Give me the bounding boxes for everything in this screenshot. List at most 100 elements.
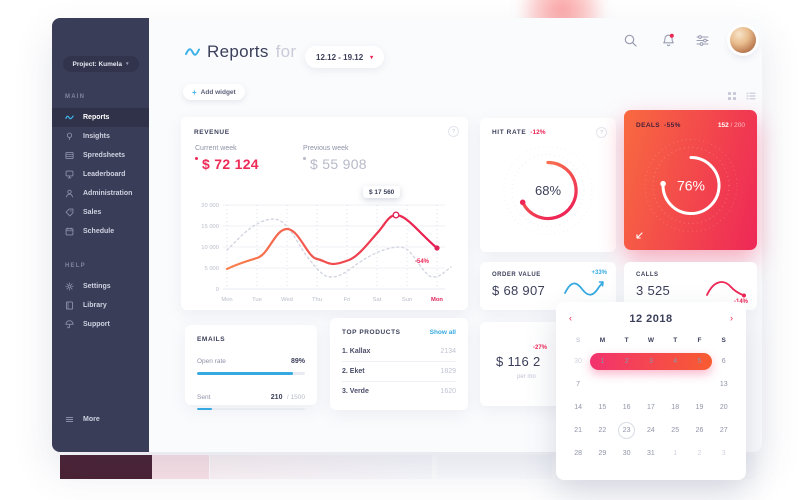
project-selector-label: Project: Kumela bbox=[72, 60, 122, 68]
calendar-day[interactable]: 6 bbox=[721, 358, 726, 365]
filters-sliders-icon[interactable] bbox=[695, 33, 710, 48]
calendar-day[interactable]: 13 bbox=[719, 381, 728, 388]
calendar-day[interactable]: 2 bbox=[697, 450, 702, 457]
product-name: 1. Kallax bbox=[342, 348, 371, 355]
calendar-day[interactable]: 31 bbox=[647, 450, 655, 457]
calendar-day[interactable]: 15 bbox=[598, 404, 607, 411]
calendar-day[interactable]: 16 bbox=[622, 404, 631, 411]
chevron-down-icon: ▾ bbox=[370, 54, 374, 61]
calendar-day[interactable]: 1 bbox=[673, 450, 678, 457]
search-icon[interactable] bbox=[623, 33, 638, 48]
sidebar-item-spredsheets[interactable]: Spredsheets bbox=[52, 146, 149, 165]
notifications-bell-icon[interactable] bbox=[661, 33, 676, 48]
calendar-weekday: M bbox=[599, 337, 606, 344]
calendar-day[interactable]: 10 bbox=[647, 381, 655, 388]
grid-view-icon[interactable] bbox=[727, 91, 737, 101]
calendar-day[interactable]: 19 bbox=[695, 404, 704, 411]
monthly-caption: per mo bbox=[517, 374, 536, 380]
calendar-day[interactable]: 29 bbox=[598, 450, 607, 457]
calendar-day[interactable]: 30 bbox=[622, 450, 631, 457]
plus-icon: + bbox=[192, 87, 197, 97]
calendar-day[interactable]: 21 bbox=[574, 427, 583, 434]
calendar-day[interactable]: 3 bbox=[648, 358, 653, 365]
reflection-swatch-maroon bbox=[60, 455, 152, 479]
order-value-title: ORDER VALUE bbox=[492, 272, 541, 278]
nav-section-label: HELP bbox=[65, 263, 86, 269]
calendar-day[interactable]: 24 bbox=[647, 427, 655, 434]
sidebar-item-label: Spredsheets bbox=[83, 152, 126, 159]
calendar-day[interactable]: 22 bbox=[598, 427, 607, 434]
calls-title: CALLS bbox=[636, 272, 659, 278]
calendar-day[interactable]: 9 bbox=[624, 381, 629, 388]
calendar-day[interactable]: 18 bbox=[671, 404, 680, 411]
previous-week-label: Previous week bbox=[303, 145, 349, 152]
sidebar-item-leaderboard[interactable]: Leaderboard bbox=[52, 165, 149, 184]
order-value-widget: ORDER VALUE $ 68 907 +33% bbox=[480, 262, 616, 310]
sidebar-item-label: Insights bbox=[83, 133, 110, 140]
project-selector[interactable]: Project: Kumela ▾ bbox=[62, 56, 139, 72]
calendar-day[interactable]: 27 bbox=[719, 427, 728, 434]
reflection-swatch-white bbox=[437, 455, 552, 479]
calendar-day[interactable]: 26 bbox=[695, 427, 704, 434]
page-title: Reports for bbox=[185, 42, 296, 62]
calendar-day[interactable]: 4 bbox=[673, 358, 678, 365]
product-row[interactable]: 1. Kallax 2134 bbox=[342, 342, 456, 362]
calendar-weekday: W bbox=[647, 337, 654, 344]
calendar-day[interactable]: 3 bbox=[721, 450, 726, 457]
show-all-link[interactable]: Show all bbox=[429, 329, 456, 336]
sidebar-item-sales[interactable]: Sales bbox=[52, 203, 149, 222]
revenue-previous-week: Previous week $ 55 908 bbox=[303, 145, 367, 172]
calendar-popup: ‹ 12 2018 › S M T W T F S 30 1 2 3 4 5 6 7 8 9 10 11 12 13 14… bbox=[556, 302, 746, 480]
calendar-day[interactable]: 2 bbox=[624, 358, 629, 365]
date-range-picker[interactable]: 12.12 - 19.12 ▾ bbox=[305, 46, 385, 68]
calendar-day[interactable]: 17 bbox=[647, 404, 655, 411]
previous-week-value: $ 55 908 bbox=[303, 156, 367, 172]
calendar-day[interactable]: 11 bbox=[671, 381, 679, 388]
user-avatar[interactable] bbox=[730, 27, 756, 53]
calendar-next-icon[interactable]: › bbox=[730, 313, 733, 323]
calendar-grid: S M T W T F S 30 1 2 3 4 5 6 7 8 9 10 11 12 13 14 15 16 17 18 19 20… bbox=[566, 332, 736, 465]
sidebar-item-administration[interactable]: Administration bbox=[52, 184, 149, 203]
sidebar-item-more[interactable]: More bbox=[65, 415, 100, 424]
calendar-prev-icon[interactable]: ‹ bbox=[569, 313, 572, 323]
deals-value: 76% bbox=[676, 178, 704, 194]
calendar-day[interactable]: 20 bbox=[719, 404, 728, 411]
schedule-icon bbox=[65, 227, 74, 236]
sidebar-item-insights[interactable]: Insights bbox=[52, 127, 149, 146]
svg-text:Sat: Sat bbox=[373, 297, 382, 303]
deals-count: 152 bbox=[717, 122, 729, 129]
sidebar-item-library[interactable]: Library bbox=[52, 296, 149, 315]
emails-widget: EMAILS Open rate 89% Sent 210 / 1500 bbox=[185, 325, 317, 410]
calendar-day[interactable]: 5 bbox=[697, 358, 702, 365]
svg-text:5 000: 5 000 bbox=[204, 266, 219, 272]
top-products-widget: TOP PRODUCTS Show all 1. Kallax 2134 2. Ek… bbox=[330, 318, 468, 410]
sidebar-item-settings[interactable]: Settings bbox=[52, 277, 149, 296]
info-icon[interactable]: ? bbox=[596, 127, 607, 138]
list-view-icon[interactable] bbox=[746, 91, 756, 101]
main-content: Reports for 12.12 - 19.12 ▾ + Add widget… bbox=[149, 18, 762, 452]
add-widget-button[interactable]: + Add widget bbox=[183, 84, 245, 100]
calendar-day[interactable]: 28 bbox=[574, 450, 583, 457]
calendar-day[interactable]: 14 bbox=[574, 404, 583, 411]
product-row[interactable]: 2. Eket 1829 bbox=[342, 362, 456, 382]
sidebar-nav: MAIN Reports Insights Spredsheets Leaderboar… bbox=[52, 94, 149, 334]
sidebar-item-support[interactable]: Support bbox=[52, 315, 149, 334]
calendar-day[interactable]: 23 bbox=[615, 419, 639, 442]
calendar-day[interactable]: 12 bbox=[695, 381, 704, 388]
calendar-day[interactable]: 8 bbox=[600, 381, 605, 388]
calendar-day[interactable]: 7 bbox=[576, 381, 581, 388]
calendar-day[interactable]: 30 bbox=[574, 358, 583, 365]
info-icon[interactable]: ? bbox=[448, 126, 459, 137]
product-row[interactable]: 3. Verde 1620 bbox=[342, 382, 456, 401]
sidebar-item-schedule[interactable]: Schedule bbox=[52, 222, 149, 241]
dashboard-window: Project: Kumela ▾ MAIN Reports Insights Spr… bbox=[52, 18, 762, 452]
sidebar-item-reports[interactable]: Reports bbox=[52, 108, 149, 127]
deals-title: DEALS bbox=[636, 122, 661, 129]
spreadsheets-icon bbox=[65, 151, 74, 160]
calendar-day[interactable]: 1 bbox=[600, 358, 605, 365]
svg-text:15 000: 15 000 bbox=[201, 224, 219, 230]
svg-text:0: 0 bbox=[216, 287, 219, 293]
calendar-day[interactable]: 25 bbox=[671, 427, 680, 434]
nav-section-label: MAIN bbox=[65, 94, 86, 100]
arrow-down-left-icon[interactable] bbox=[635, 232, 643, 240]
